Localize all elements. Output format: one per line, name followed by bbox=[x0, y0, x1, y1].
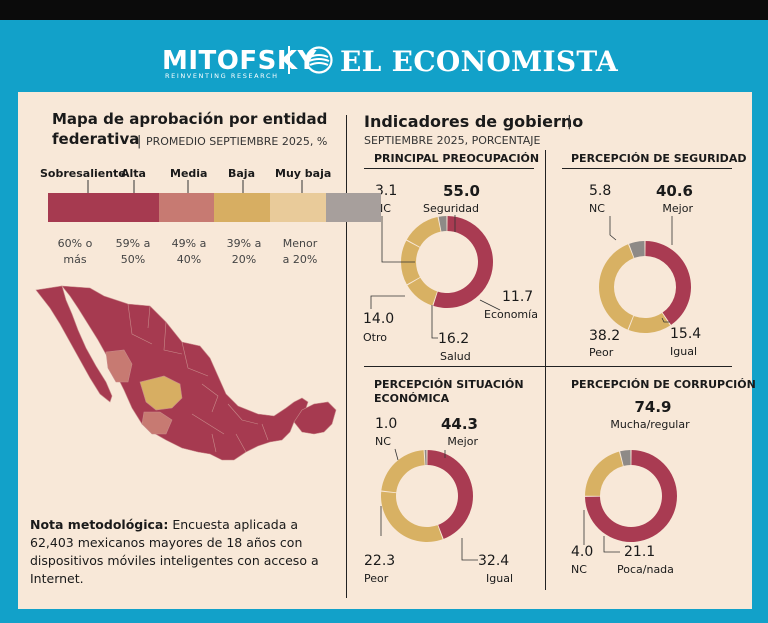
legend-label: Media bbox=[170, 167, 208, 180]
data-label-name: Peor bbox=[589, 346, 614, 359]
el-economista-globe-icon bbox=[305, 46, 333, 74]
gov-subtitle: SEPTIEMBRE 2025, PORCENTAJE bbox=[364, 134, 541, 147]
legend-range: 60% o más bbox=[57, 237, 93, 266]
data-label-value: 11.7 bbox=[502, 289, 533, 305]
divider bbox=[562, 168, 732, 169]
data-label-name: NC bbox=[571, 563, 587, 576]
leader-line bbox=[431, 305, 438, 339]
donut-slice-econom-a bbox=[407, 277, 438, 306]
map-subtitle: PROMEDIO SEPTIEMBRE 2025, % bbox=[146, 135, 328, 148]
gov-title: Indicadores de gobierno bbox=[364, 112, 584, 131]
map-subtitle-divider: | bbox=[137, 134, 142, 149]
data-label-name: Mucha/regular bbox=[610, 418, 690, 431]
data-label-value: 4.0 bbox=[571, 544, 593, 560]
donut-slice-mejor bbox=[645, 241, 691, 325]
leader-line bbox=[461, 538, 478, 561]
legend-range: 49% a 40% bbox=[171, 237, 207, 266]
data-label-name: NC bbox=[589, 202, 605, 215]
data-label-name: Salud bbox=[440, 350, 471, 363]
legend-swatch-media bbox=[214, 193, 270, 222]
donut-slice-nc bbox=[629, 241, 645, 258]
gov-divider bbox=[545, 150, 546, 590]
leader-line bbox=[603, 536, 620, 553]
leader-line bbox=[661, 317, 670, 323]
mexico-approval-map bbox=[35, 285, 337, 461]
donut-slice-igual bbox=[381, 491, 443, 542]
data-label-name: Otro bbox=[363, 331, 387, 344]
legend-range: 59% a 50% bbox=[115, 237, 151, 266]
map-title-line2: federativa bbox=[52, 130, 140, 148]
data-label-name: Seguridad bbox=[423, 202, 479, 215]
data-label-value: 55.0 bbox=[443, 182, 480, 200]
data-label-name: Mejor bbox=[447, 435, 478, 448]
methodology-note: Nota metodológica: Encuesta aplicada a 6… bbox=[30, 517, 319, 586]
brand-separator bbox=[288, 46, 290, 74]
legend-swatch-alta bbox=[159, 193, 214, 222]
leader-line bbox=[609, 216, 617, 241]
data-label-value: 22.3 bbox=[364, 553, 395, 569]
donut-slice-nc bbox=[620, 450, 631, 466]
legend-swatch-muy-baja bbox=[326, 193, 381, 222]
chart-title: PERCEPCIÓN DE SEGURIDAD bbox=[571, 152, 747, 165]
data-label-name: NC bbox=[375, 435, 391, 448]
legend-ticks bbox=[87, 180, 303, 193]
data-label-value: 32.4 bbox=[478, 553, 509, 569]
data-label-value: 1.0 bbox=[375, 416, 397, 432]
donut-slice-poca-nada bbox=[585, 451, 623, 496]
data-label-name: Poca/nada bbox=[617, 563, 674, 576]
legend-range: Menor a 20% bbox=[282, 237, 318, 266]
leader-line bbox=[479, 299, 501, 311]
data-label-name: Igual bbox=[670, 345, 697, 358]
leader-line bbox=[381, 216, 415, 263]
divider bbox=[364, 366, 732, 367]
data-label-value: 16.2 bbox=[438, 331, 469, 347]
chart-title: PERCEPCIÓN DE CORRUPCIÓN bbox=[571, 378, 756, 391]
data-label-value: 21.1 bbox=[624, 544, 655, 560]
gov-title-divider: | bbox=[567, 114, 572, 130]
data-label-name: Mejor bbox=[662, 202, 693, 215]
data-label-value: 38.2 bbox=[589, 328, 620, 344]
data-label-value: 14.0 bbox=[363, 311, 394, 327]
data-label-value: 74.9 bbox=[634, 398, 671, 416]
top-bar bbox=[0, 0, 768, 20]
legend-swatch-baja bbox=[270, 193, 326, 222]
el-economista-logo: EL ECONOMISTA bbox=[340, 45, 619, 78]
legend-label: Baja bbox=[228, 167, 256, 180]
donut-slice-salud bbox=[401, 240, 420, 285]
mitofsky-logo: MITOFSKY bbox=[162, 46, 317, 76]
legend-label: Alta bbox=[121, 167, 146, 180]
donut-slice-peor bbox=[599, 244, 634, 330]
donut-slice-mejor bbox=[427, 450, 473, 539]
legend-label: Muy baja bbox=[275, 167, 332, 180]
data-label-name: Igual bbox=[486, 572, 513, 585]
donut-slice-nc bbox=[438, 216, 447, 232]
donut-slice-nc bbox=[424, 450, 427, 466]
donut-slice-igual bbox=[628, 312, 671, 334]
data-label-value: 44.3 bbox=[441, 415, 478, 433]
chart-title: PRINCIPAL PREOCUPACIÓN bbox=[374, 152, 540, 165]
data-label-value: 5.8 bbox=[589, 183, 611, 199]
leader-line bbox=[394, 448, 399, 461]
section-divider bbox=[346, 115, 347, 598]
mitofsky-tagline: REINVENTING RESEARCH bbox=[165, 72, 279, 80]
chart-title: PERCEPCIÓN SITUACIÓN ECONÓMICA bbox=[374, 378, 524, 405]
data-label-name: Economía bbox=[484, 308, 538, 321]
donut-slice-peor bbox=[381, 450, 425, 493]
legend-swatch-sobresaliente bbox=[48, 193, 159, 222]
legend-label: Sobresaliente bbox=[40, 167, 126, 180]
data-label-value: 40.6 bbox=[656, 182, 693, 200]
data-label-value: 15.4 bbox=[670, 326, 701, 342]
map-title-line1: Mapa de aprobación por entidad bbox=[52, 110, 328, 128]
divider bbox=[364, 168, 534, 169]
donut-slice-mucha-regular bbox=[585, 450, 677, 543]
legend-range: 39% a 20% bbox=[226, 237, 262, 266]
donut-slice-seguridad bbox=[433, 216, 494, 308]
donut-slice-otro bbox=[406, 216, 441, 247]
data-label-name: Peor bbox=[364, 572, 389, 585]
leader-line bbox=[370, 295, 405, 309]
